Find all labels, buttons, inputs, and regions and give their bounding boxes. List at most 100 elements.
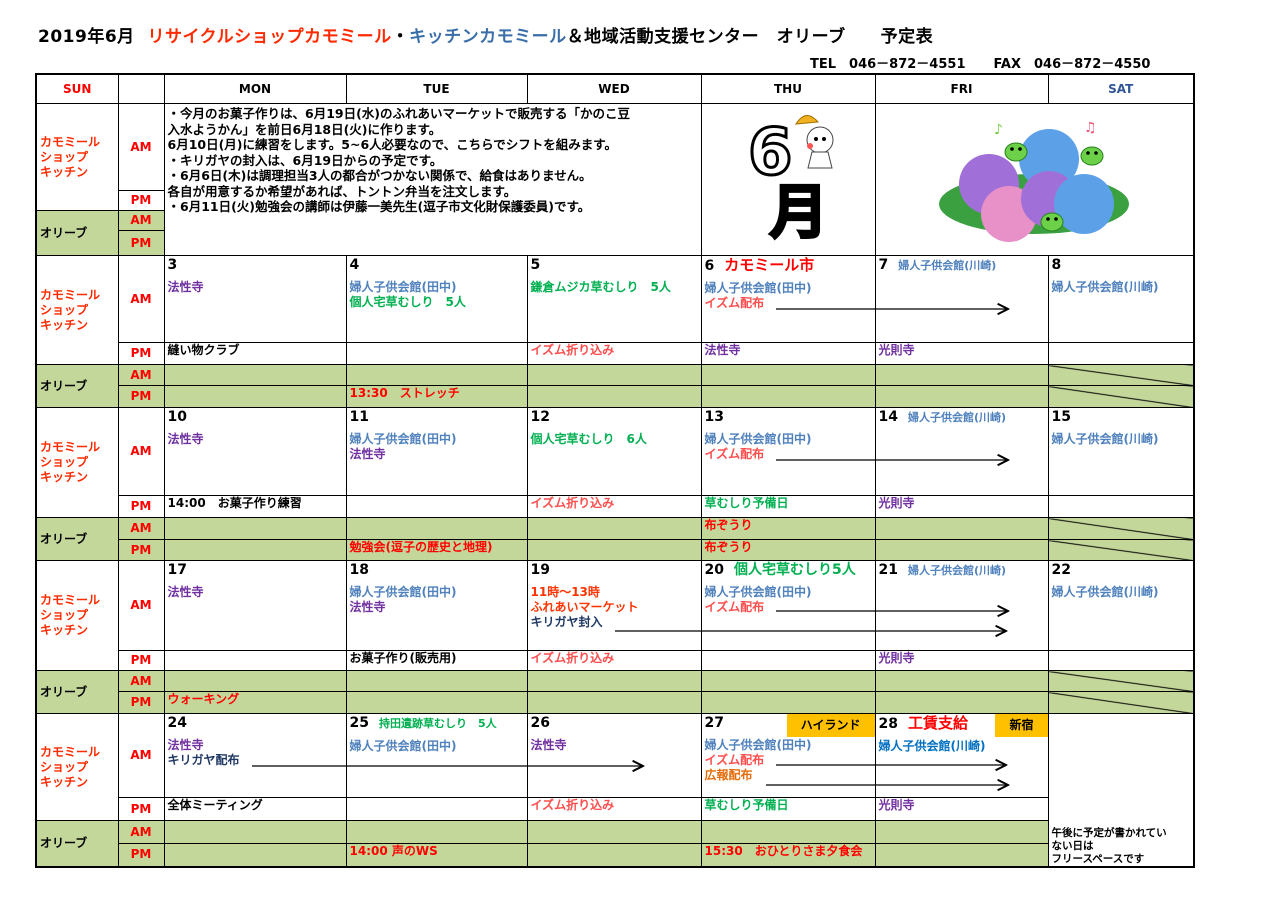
event-item: ふれあいマーケット xyxy=(530,600,639,614)
free-space-note-line: ない日は xyxy=(1051,839,1094,852)
day-cell-pm: イズム折り込み xyxy=(526,342,702,365)
event-item: 婦人子供会館(田中) xyxy=(704,585,812,599)
weekday-header-row: SUN MON TUE WED THU FRI SAT xyxy=(35,73,1195,104)
am-events: 婦人子供会館(田中) イズム配布 広報配布 xyxy=(705,738,872,783)
group-label-olive: オリーブ xyxy=(35,364,119,408)
olive-pm-cell xyxy=(874,385,1049,408)
pm-label: PM xyxy=(117,495,165,518)
date-line: 28 工賃支給 新宿 xyxy=(879,714,1047,737)
olive-pm-cell: 布ぞうり xyxy=(700,539,876,561)
group-label-line: ショップ xyxy=(40,608,89,622)
date-number: 5 xyxy=(530,257,541,273)
free-space-note-line: フリースペースです xyxy=(1051,852,1145,865)
group-label-line: ショップ xyxy=(40,302,89,317)
group-label-text: オリーブ xyxy=(40,225,88,240)
date-line: 20 個人宅草むしり5人 xyxy=(705,562,872,580)
day-cell-am: 4 婦人子供会館(田中) 個人宅草むしり 5人 xyxy=(345,255,528,343)
date-line: 3 xyxy=(168,257,343,275)
pm-label: PM xyxy=(117,691,165,714)
date-number: 15 xyxy=(1051,409,1071,425)
pm-label: PM xyxy=(117,190,165,211)
am-events: 婦人子供会館(川崎) xyxy=(1052,280,1191,295)
column-header-fri: FRI xyxy=(874,73,1049,104)
group-label-kamomile: カモミール ショップ キッチン xyxy=(35,103,119,211)
am-label: AM xyxy=(117,103,165,191)
am-events: 婦人子供会館(川崎) xyxy=(879,739,1045,754)
olive-pm-cell-closed xyxy=(1047,539,1195,561)
svg-text:♫: ♫ xyxy=(1084,120,1097,136)
kamomile-am-row: カモミール ショップ キッチン AM 24 法性寺 キリガヤ配布 25 持田遺跡草むしり 5人婦… xyxy=(35,713,1195,867)
olive-pm-cell xyxy=(526,843,702,867)
date-line: 5 xyxy=(530,257,698,275)
event-item: 婦人子供会館(田中) xyxy=(349,280,457,294)
svg-text:♪: ♪ xyxy=(994,122,1003,138)
title-date: 2019年6月 xyxy=(38,27,135,47)
date-number: 27 xyxy=(704,715,724,731)
pm-label: PM xyxy=(117,843,165,867)
olive-pm-cell xyxy=(526,691,702,714)
pm-event: イズム折り込み xyxy=(530,651,615,666)
day-cell-pm xyxy=(345,342,528,365)
pm-event: 光則寺 xyxy=(878,798,915,813)
note-line: 6月10日(月)に練習をします。5~6人必要なので、こちらでシフトを組みます。 xyxy=(167,137,618,152)
date-line: 13 xyxy=(705,409,872,427)
olive-pm-cell xyxy=(163,843,347,867)
am-events: 法性寺 xyxy=(168,432,343,447)
event-item: 婦人子供会館(田中) xyxy=(704,738,812,752)
day-cell-pm: 縫い物クラブ xyxy=(163,342,347,365)
am-events: 婦人子供会館(田中) イズム配布 xyxy=(705,281,872,311)
pm-event: 光則寺 xyxy=(878,343,915,358)
day-cell-am: 5 鎌倉ムジカ草むしり 5人 xyxy=(526,255,702,343)
am-events: 婦人子供会館(田中) xyxy=(350,739,524,754)
day-cell-pm: 光則寺 xyxy=(874,650,1049,671)
kamomile-pm-row: PM お菓子作り(販売用) イズム折り込み 光則寺 xyxy=(36,650,1195,671)
date-number: 14 xyxy=(878,409,898,425)
am-events: 婦人子供会館(川崎) xyxy=(1052,585,1191,600)
event-item: 婦人子供会館(田中) xyxy=(704,432,812,446)
olive-am-event: 布ぞうり xyxy=(704,518,753,533)
olive-pm-cell: ウォーキング xyxy=(163,691,347,714)
am-events: 婦人子供会館(田中) イズム配布 xyxy=(705,585,872,615)
olive-pm-event: 勉強会(逗子の歴史と地理) xyxy=(349,540,493,555)
date-line: 6 カモミール市 xyxy=(705,256,872,276)
day-cell-pm: お菓子作り(販売用) xyxy=(345,650,528,671)
olive-am-cell xyxy=(874,820,1049,844)
date-line: 18 xyxy=(350,562,524,580)
olive-pm-cell: 勉強会(逗子の歴史と地理) xyxy=(345,539,528,561)
date-number: 22 xyxy=(1051,562,1071,578)
olive-pm-cell-closed xyxy=(1047,385,1195,408)
olive-pm-cell-closed xyxy=(1047,691,1195,714)
fax-number: FAX 046－872－4550 xyxy=(993,57,1151,72)
olive-am-row: オリーブ AM 布ぞうり xyxy=(35,517,1195,561)
day-highlight-event: カモミール市 xyxy=(724,256,815,275)
am-label: AM xyxy=(117,560,165,651)
group-label-olive: オリーブ xyxy=(35,210,119,256)
saturday-note-cell: 午後に予定が書かれてい ない日は フリースペースです xyxy=(1047,713,1195,867)
column-header-wed: WED xyxy=(526,73,702,104)
page-title: 2019年6月 リサイクルショップカモミール・キッチンカモミール＆地域活動支援セ… xyxy=(38,22,933,47)
day-cell-am: 20 個人宅草むしり5人婦人子供会館(田中) イズム配布 xyxy=(700,560,876,651)
day-cell-pm xyxy=(1047,342,1195,365)
group-label-olive: オリーブ xyxy=(35,670,119,714)
day-cell-am: 27 ハイランド 婦人子供会館(田中) イズム配布 広報配布 xyxy=(700,713,876,798)
olive-pm-cell: 14:00 声のWS xyxy=(345,843,528,867)
column-header-sun: SUN xyxy=(35,73,119,104)
olive-pm-row: PM ウォーキング xyxy=(36,691,1195,714)
day-cell-pm: 光則寺 xyxy=(874,797,1049,821)
event-item: 婦人子供会館(川崎) xyxy=(1051,585,1159,599)
group-label-text: オリーブ xyxy=(40,531,88,546)
pm-event: 光則寺 xyxy=(878,496,915,511)
title-org-olive: ＆地域活動支援センター オリーブ 予定表 xyxy=(566,27,934,47)
group-label-kamomile: カモミール ショップ キッチン xyxy=(35,560,119,671)
day-cell-am: 13 婦人子供会館(田中) イズム配布 xyxy=(700,407,876,496)
pm-label: PM xyxy=(117,230,165,256)
pm-event: 光則寺 xyxy=(878,651,915,666)
group-label-line: カモミール xyxy=(40,287,101,302)
am-events: 法性寺 xyxy=(531,738,698,753)
date-line: 19 xyxy=(531,562,698,580)
olive-pm-cell xyxy=(526,539,702,561)
day-cell-pm xyxy=(163,650,347,671)
note-line: ・6月11日(火)勉強会の講師は伊藤一美先生(逗子市文化財保護委員)です。 xyxy=(167,199,591,214)
event-item: 法性寺 xyxy=(167,280,204,294)
olive-pm-cell xyxy=(163,539,347,561)
